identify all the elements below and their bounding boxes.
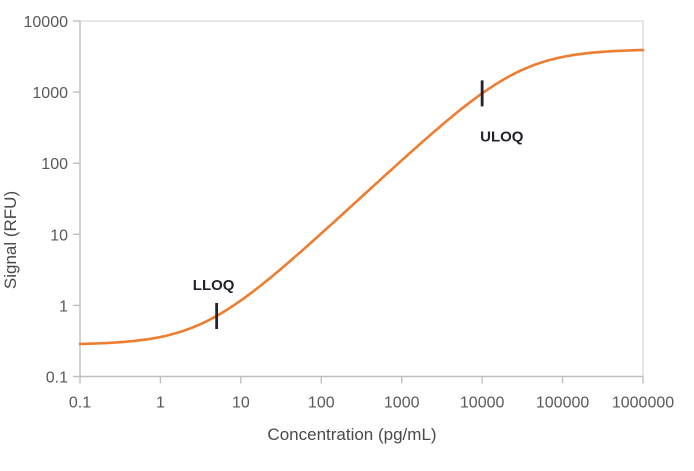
loq-annotations: LLOQ ULOQ [193, 80, 524, 329]
y-tick-label: 10000 [24, 14, 69, 31]
x-tick-label: 100 [308, 395, 335, 412]
axis-lines [79, 21, 643, 378]
x-axis-ticks: 0.1 1 10 100 1000 10000 100000 1000000 [69, 376, 674, 412]
calibration-curve-line [78, 48, 645, 346]
x-axis-title: Concentration (pg/mL) [267, 425, 436, 444]
y-tick-label: 1 [59, 298, 68, 315]
lloq-label: LLOQ [193, 277, 235, 294]
x-tick-label: 10000 [460, 395, 505, 412]
y-tick-label: 10 [50, 227, 68, 244]
x-tick-label: 0.1 [69, 395, 91, 412]
uloq-label: ULOQ [480, 128, 524, 145]
x-tick-label: 100000 [536, 395, 589, 412]
y-tick-label: 100 [41, 156, 68, 173]
x-tick-label: 1000 [384, 395, 420, 412]
x-tick-label: 10 [232, 395, 250, 412]
plot-border [80, 20, 644, 377]
x-tick-label: 1 [156, 395, 165, 412]
y-axis-ticks: 0.1 1 10 100 1000 10000 [24, 14, 80, 387]
y-tick-label: 0.1 [46, 370, 68, 387]
y-tick-label: 1000 [32, 85, 68, 102]
y-axis-title: Signal (RFU) [1, 191, 20, 289]
x-tick-label: 1000000 [612, 395, 674, 412]
